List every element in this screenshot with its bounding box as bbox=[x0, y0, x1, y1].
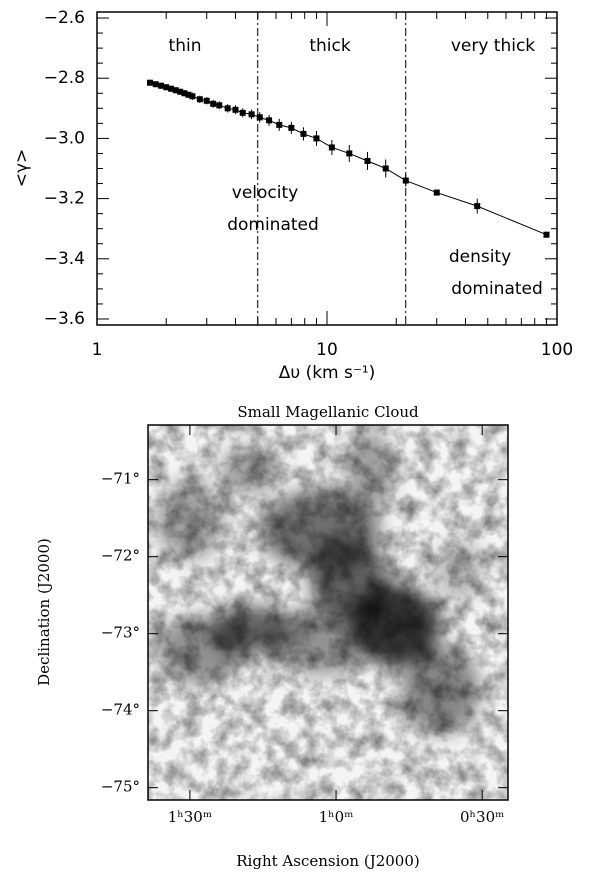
y-tick-label: −73° bbox=[101, 624, 140, 642]
x-tick-label: 10 bbox=[316, 340, 338, 360]
y-tick-label: −3.4 bbox=[44, 249, 85, 269]
y-tick-label: −75° bbox=[101, 778, 140, 796]
data-point bbox=[276, 121, 283, 128]
data-point bbox=[474, 203, 481, 210]
data-point bbox=[172, 87, 179, 94]
data-point bbox=[346, 150, 353, 157]
x-tick-label: 1ʰ0ᵐ bbox=[319, 808, 354, 826]
data-point bbox=[216, 102, 223, 109]
data-point bbox=[224, 105, 231, 112]
data-point bbox=[328, 144, 335, 151]
annotation: thick bbox=[309, 36, 351, 56]
annotation: thin bbox=[169, 36, 202, 56]
data-point bbox=[543, 231, 550, 238]
map-title: Small Magellanic Cloud bbox=[237, 403, 419, 421]
data-point bbox=[203, 97, 210, 104]
data-point bbox=[313, 135, 320, 142]
data-point bbox=[232, 106, 239, 113]
data-point bbox=[266, 117, 273, 124]
x-axis-label: Δυ (km s⁻¹) bbox=[279, 363, 376, 383]
data-point bbox=[239, 109, 246, 116]
x-tick-label: 1ʰ30ᵐ bbox=[168, 808, 212, 826]
data-point bbox=[181, 90, 188, 97]
annotation: dominated bbox=[451, 279, 543, 299]
data-point bbox=[288, 124, 295, 131]
data-point bbox=[147, 79, 154, 86]
annotation: very thick bbox=[451, 36, 535, 56]
data-point bbox=[158, 82, 165, 89]
y-tick-label: −3.2 bbox=[44, 189, 85, 209]
data-point bbox=[248, 111, 255, 118]
data-point bbox=[300, 130, 307, 137]
y-axis-label: <γ> bbox=[12, 149, 32, 188]
y-axis-label: Declination (J2000) bbox=[35, 538, 53, 686]
data-point bbox=[210, 100, 217, 107]
data-point bbox=[152, 81, 159, 88]
x-axis-label: Right Ascension (J2000) bbox=[236, 852, 419, 870]
data-point bbox=[177, 88, 184, 95]
annotation: density bbox=[449, 247, 511, 267]
y-tick-label: −3.6 bbox=[44, 309, 85, 329]
data-point bbox=[196, 96, 203, 103]
y-tick-label: −72° bbox=[101, 547, 140, 565]
data-point bbox=[433, 189, 440, 196]
y-tick-label: −71° bbox=[101, 470, 140, 488]
y-tick-label: −3.0 bbox=[44, 128, 85, 148]
data-point bbox=[402, 177, 409, 184]
data-point bbox=[256, 114, 263, 121]
annotation: dominated bbox=[227, 215, 319, 235]
x-tick-label: 0ʰ30ᵐ bbox=[460, 808, 504, 826]
x-tick-label: 100 bbox=[541, 340, 573, 360]
data-line bbox=[149, 82, 547, 236]
x-tick-label: 1 bbox=[92, 340, 103, 360]
data-point bbox=[163, 84, 170, 91]
y-tick-label: −2.6 bbox=[44, 8, 85, 28]
data-point bbox=[382, 165, 389, 172]
data-point bbox=[364, 157, 371, 164]
annotation: velocity bbox=[232, 183, 298, 203]
hi-map bbox=[148, 425, 508, 800]
data-point bbox=[185, 91, 192, 98]
y-tick-label: −2.8 bbox=[44, 68, 85, 88]
y-tick-label: −74° bbox=[101, 701, 140, 719]
map-frame bbox=[147, 424, 509, 801]
data-point bbox=[189, 93, 196, 100]
data-point bbox=[168, 85, 175, 92]
